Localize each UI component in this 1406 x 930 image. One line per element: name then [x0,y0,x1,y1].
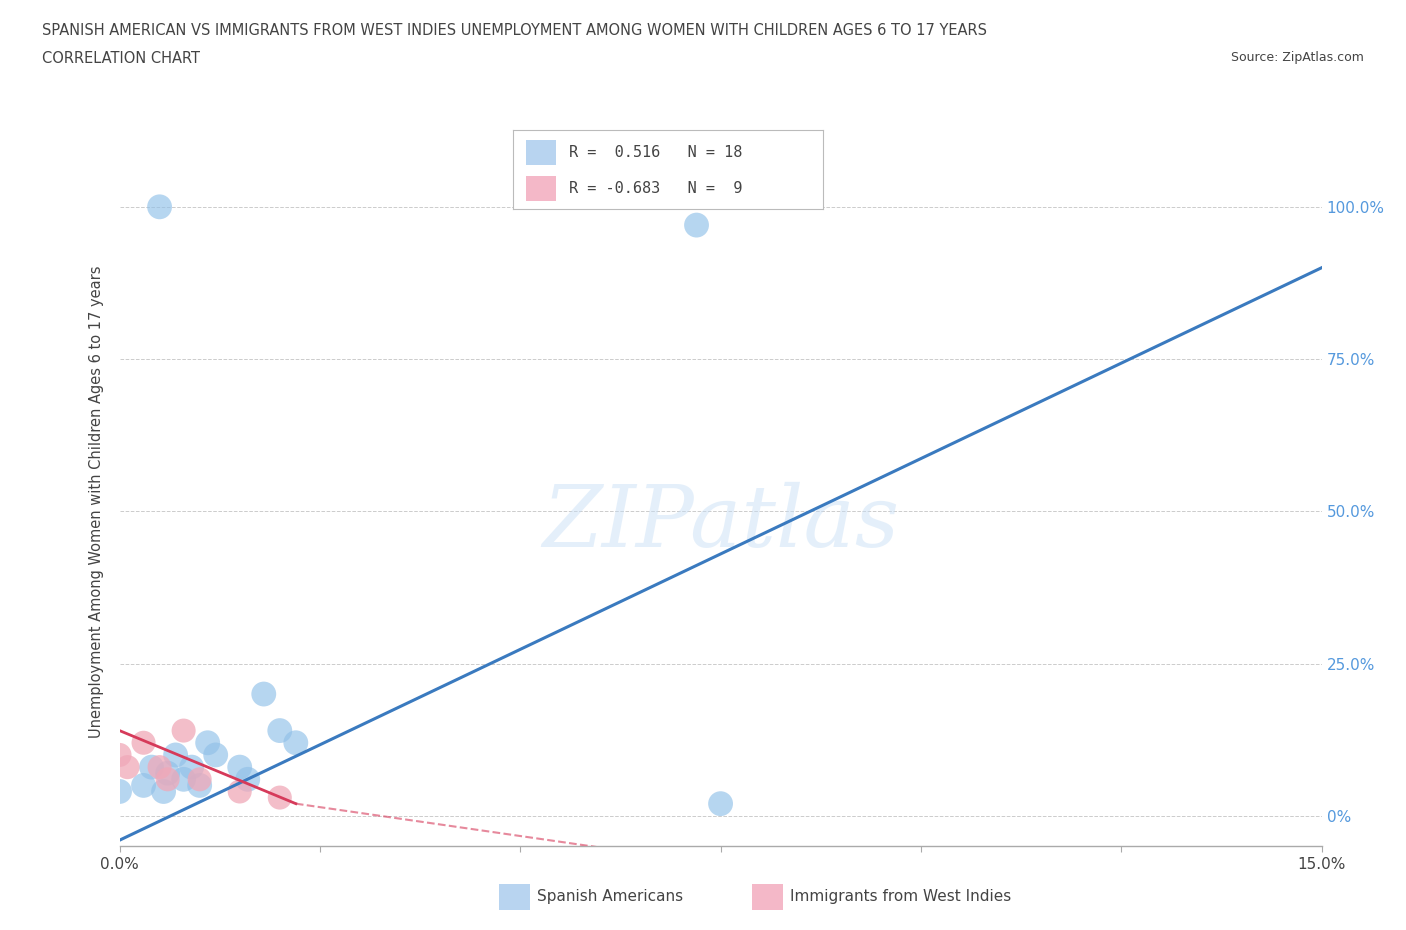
Point [180,760,202,775]
Point [228,784,252,799]
Text: Spanish Americans: Spanish Americans [537,889,683,904]
Point [132,778,155,793]
Text: ZIPatlas: ZIPatlas [541,482,900,565]
Point [236,772,259,787]
Y-axis label: Unemployment Among Women with Children Ages 6 to 17 years: Unemployment Among Women with Children A… [89,266,104,738]
Text: R =  0.516   N = 18: R = 0.516 N = 18 [569,145,742,160]
Point [108,784,131,799]
Text: Immigrants from West Indies: Immigrants from West Indies [790,889,1011,904]
Point [108,748,131,763]
Point [173,772,195,787]
Point [269,790,291,805]
Point [269,724,291,738]
Point [141,760,163,775]
Point [132,736,155,751]
Point [709,796,731,811]
Text: CORRELATION CHART: CORRELATION CHART [42,51,200,66]
Text: R = -0.683   N =  9: R = -0.683 N = 9 [569,181,742,196]
Bar [526,176,557,202]
Point [156,765,179,780]
Point [188,778,211,793]
Text: Source: ZipAtlas.com: Source: ZipAtlas.com [1230,51,1364,64]
Point [685,218,707,232]
Bar [526,140,557,165]
Point [253,686,276,701]
Point [284,736,307,751]
Point [149,199,172,214]
Point [152,784,174,799]
Point [173,724,195,738]
Point [149,760,172,775]
Point [165,748,187,763]
Text: SPANISH AMERICAN VS IMMIGRANTS FROM WEST INDIES UNEMPLOYMENT AMONG WOMEN WITH CH: SPANISH AMERICAN VS IMMIGRANTS FROM WEST… [42,23,987,38]
Point [156,772,179,787]
Point [197,736,219,751]
Point [204,748,226,763]
Point [117,760,139,775]
Point [188,772,211,787]
Point [228,760,252,775]
